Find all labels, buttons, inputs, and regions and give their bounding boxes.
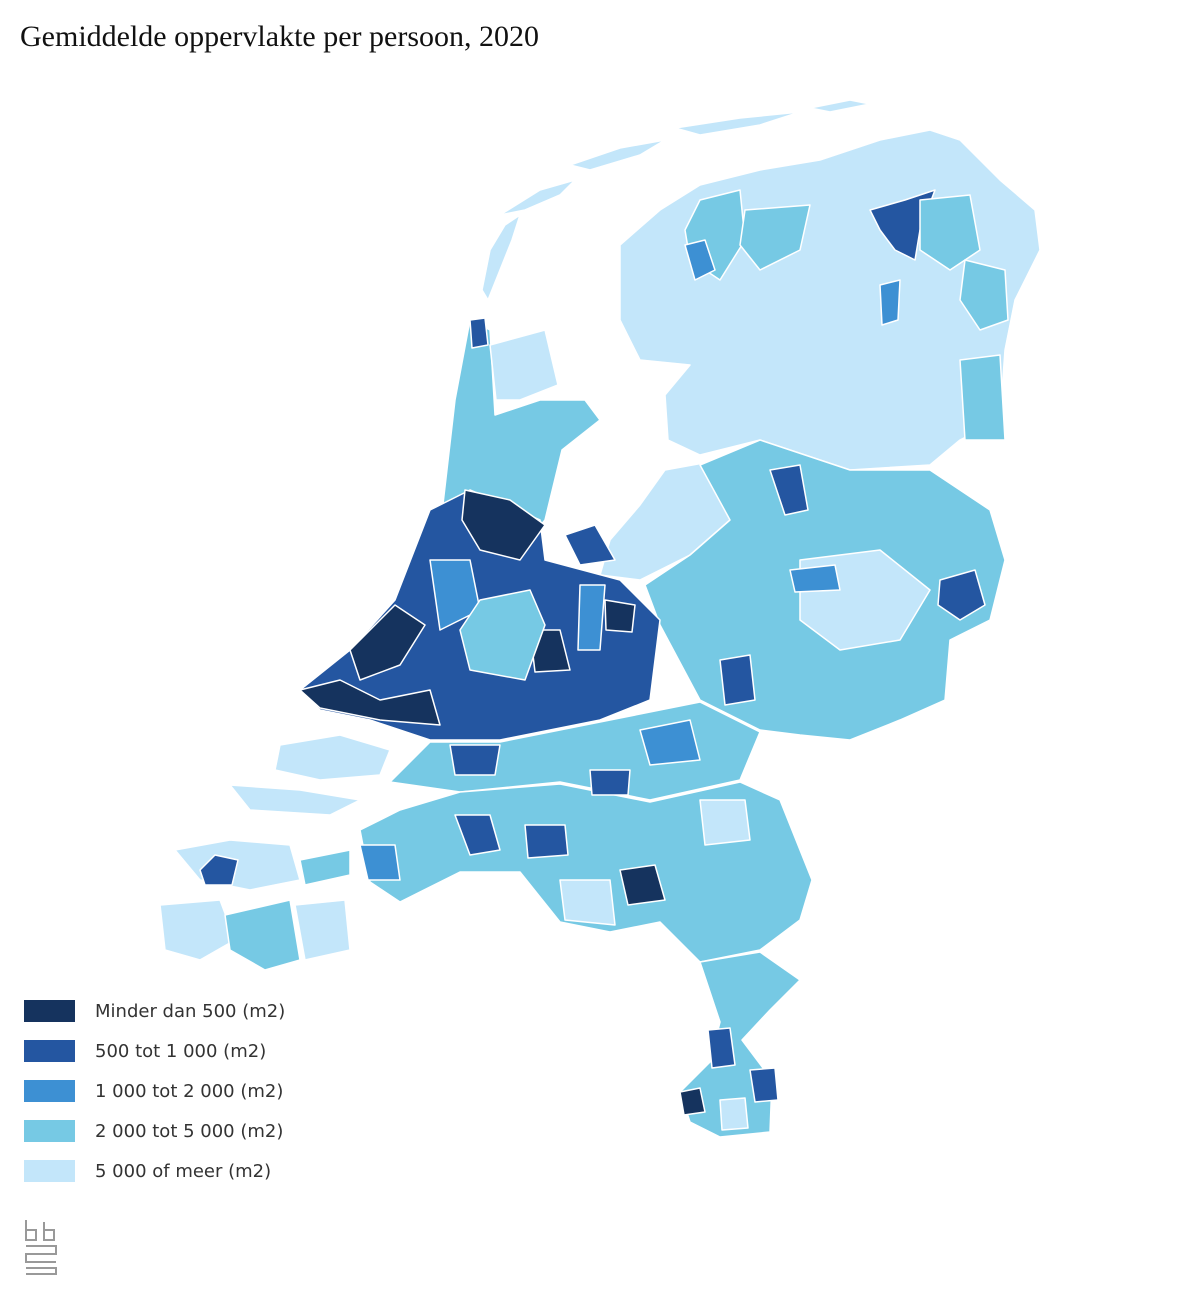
region [719,1097,749,1131]
cbs-logo [25,1220,57,1275]
legend-swatch [24,1160,75,1182]
region [589,769,631,796]
legend: Minder dan 500 (m2) 500 tot 1 000 (m2) 1 0… [24,1000,285,1182]
region [569,139,666,171]
region [869,189,936,261]
region [684,239,716,281]
region [359,844,401,881]
region [454,814,501,856]
title: Gemiddelde oppervlakte per persoon, 2020 [20,20,539,53]
region [274,734,391,781]
legend-label: 2 000 tot 5 000 (m2) [95,1121,283,1142]
region [577,584,606,651]
region [199,854,239,886]
region [739,204,811,271]
region [299,679,441,726]
region [489,329,559,401]
region [449,744,501,776]
region [699,799,751,846]
region [469,317,489,349]
region [461,489,546,561]
region [559,879,616,926]
legend-swatch [24,1080,75,1102]
legend-swatch [24,1120,75,1142]
region [959,354,1006,441]
legend-label: 1 000 tot 2 000 (m2) [95,1081,283,1102]
region [769,464,809,516]
legend-label: 500 tot 1 000 (m2) [95,1041,266,1062]
legend-swatch [24,1000,75,1022]
region [789,564,841,593]
region [349,604,426,681]
region [481,214,521,301]
region [809,99,871,113]
region [294,899,351,961]
region [959,259,1009,331]
region [749,1067,779,1103]
region [299,849,351,886]
region [224,899,301,971]
region [719,654,756,706]
legend-label: Minder dan 500 (m2) [95,1001,285,1022]
legend-label: 5 000 of meer (m2) [95,1161,271,1182]
region [674,111,801,136]
region [229,784,361,816]
region [679,1087,706,1116]
region [937,569,986,621]
region [159,899,236,961]
choropleth-map [159,99,1041,1138]
region [564,524,616,566]
region [619,864,666,906]
region [524,824,569,859]
region [459,589,546,681]
region [879,279,901,326]
region [604,599,636,633]
region [499,179,576,216]
region [639,719,701,766]
legend-swatch [24,1040,75,1062]
region [707,1027,736,1069]
